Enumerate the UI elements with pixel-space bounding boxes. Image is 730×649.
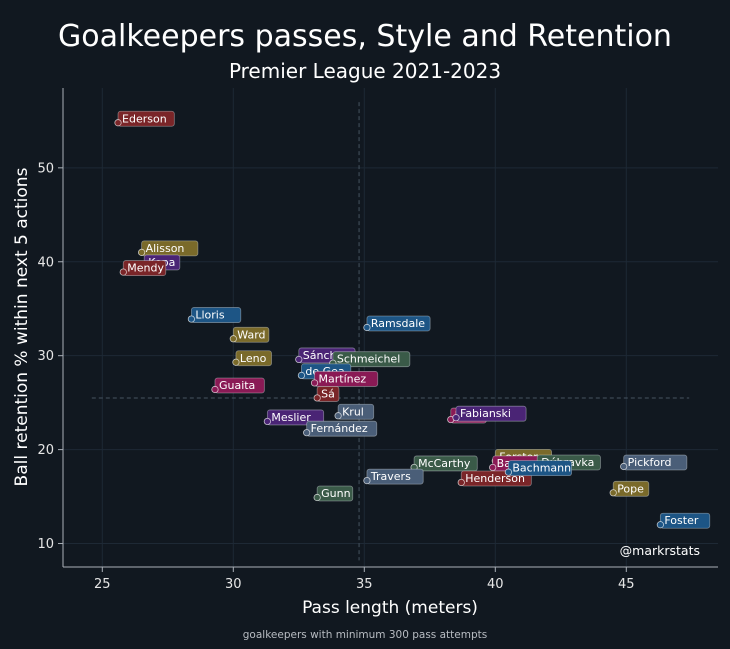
point-label: Bachmann [512, 462, 571, 475]
y-tick-label: 40 [37, 255, 54, 270]
chart-title: Goalkeepers passes, Style and Retention [58, 19, 672, 54]
point-label: Meslier [271, 411, 311, 424]
point-label: McCarthy [418, 457, 471, 470]
point-label-box [214, 377, 265, 394]
plot-area: 25303540451020304050EdersonAlissonKepaMe… [37, 88, 718, 592]
y-tick-label: 20 [37, 443, 54, 458]
point-label-box [413, 455, 478, 472]
point-label: Pope [617, 482, 644, 495]
point-label: Fernández [311, 422, 368, 435]
point-label: Mendy [127, 262, 164, 275]
point-label-box [659, 512, 711, 529]
point-label: Pickford [628, 456, 672, 469]
data-point[interactable] [232, 358, 240, 366]
data-point[interactable] [297, 371, 306, 379]
data-point[interactable] [295, 355, 303, 364]
point-label: Schmeichel [337, 353, 400, 366]
data-point[interactable] [313, 394, 321, 402]
point-label-box [266, 409, 325, 426]
data-point[interactable] [310, 379, 319, 387]
credit-text: @markrstats [620, 543, 700, 558]
point-label-box [366, 315, 431, 332]
point-label-box [306, 420, 378, 437]
data-point[interactable] [119, 268, 127, 276]
point-label: Krul [342, 405, 364, 418]
data-point[interactable] [489, 463, 497, 472]
data-point[interactable] [504, 468, 512, 476]
x-tick-label: 40 [487, 577, 504, 592]
x-tick-label: 30 [225, 577, 242, 592]
point-label-box [122, 260, 167, 276]
y-tick-label: 30 [37, 349, 54, 364]
point-label: Ederson [122, 112, 167, 125]
point-label: Ramsdale [371, 317, 425, 330]
point-label: Lloris [195, 309, 224, 322]
point-label-box [117, 110, 175, 127]
y-tick-label: 10 [37, 537, 54, 552]
x-tick-label: 35 [356, 577, 373, 592]
point-label-box [235, 350, 272, 367]
point-label: Leno [240, 352, 267, 365]
footnote: goalkeepers with minimum 300 pass attemp… [243, 629, 487, 641]
data-point[interactable] [457, 478, 465, 487]
point-label-box [314, 371, 379, 387]
data-point[interactable] [229, 335, 237, 343]
point-label-box [316, 485, 354, 502]
data-point[interactable] [620, 462, 628, 471]
point-label: Travers [370, 470, 411, 483]
point-label: Fabianski [460, 407, 511, 420]
data-point[interactable] [609, 489, 617, 497]
point-label: Sá [321, 387, 335, 400]
chart-subtitle: Premier League 2021-2023 [229, 59, 501, 83]
point-label-box [507, 460, 572, 477]
data-point[interactable] [656, 521, 664, 529]
point-label-box [623, 454, 688, 471]
point-label: Foster [664, 514, 698, 527]
point-label-box [612, 480, 650, 497]
data-point[interactable] [334, 412, 342, 420]
data-point[interactable] [363, 323, 371, 332]
y-axis-label: Ball retention % within next 5 actions [12, 167, 32, 486]
data-point[interactable] [138, 248, 146, 256]
point-label-box [366, 468, 424, 485]
data-point[interactable] [363, 476, 371, 485]
data-point[interactable] [452, 414, 460, 422]
point-label-box [190, 307, 242, 323]
x-tick-label: 45 [618, 577, 635, 592]
x-tick-label: 25 [94, 577, 111, 592]
data-point[interactable] [313, 493, 321, 502]
point-label-box [455, 405, 527, 422]
data-point[interactable] [211, 385, 219, 394]
point-label: Martínez [319, 372, 367, 385]
point-label: Ward [237, 328, 265, 341]
point-label-box [232, 326, 270, 343]
point-label: Gunn [321, 487, 350, 500]
data-point[interactable] [187, 315, 195, 323]
point-label: Guaita [219, 379, 255, 392]
point-label: Alisson [146, 242, 185, 255]
data-point[interactable] [263, 417, 271, 426]
point-label-box [316, 386, 340, 402]
data-point[interactable] [114, 119, 122, 127]
x-axis-label: Pass length (meters) [302, 598, 478, 618]
y-tick-label: 50 [37, 161, 54, 176]
point-label-box [332, 351, 411, 368]
data-point[interactable] [303, 429, 311, 437]
point-label-box [337, 403, 375, 420]
